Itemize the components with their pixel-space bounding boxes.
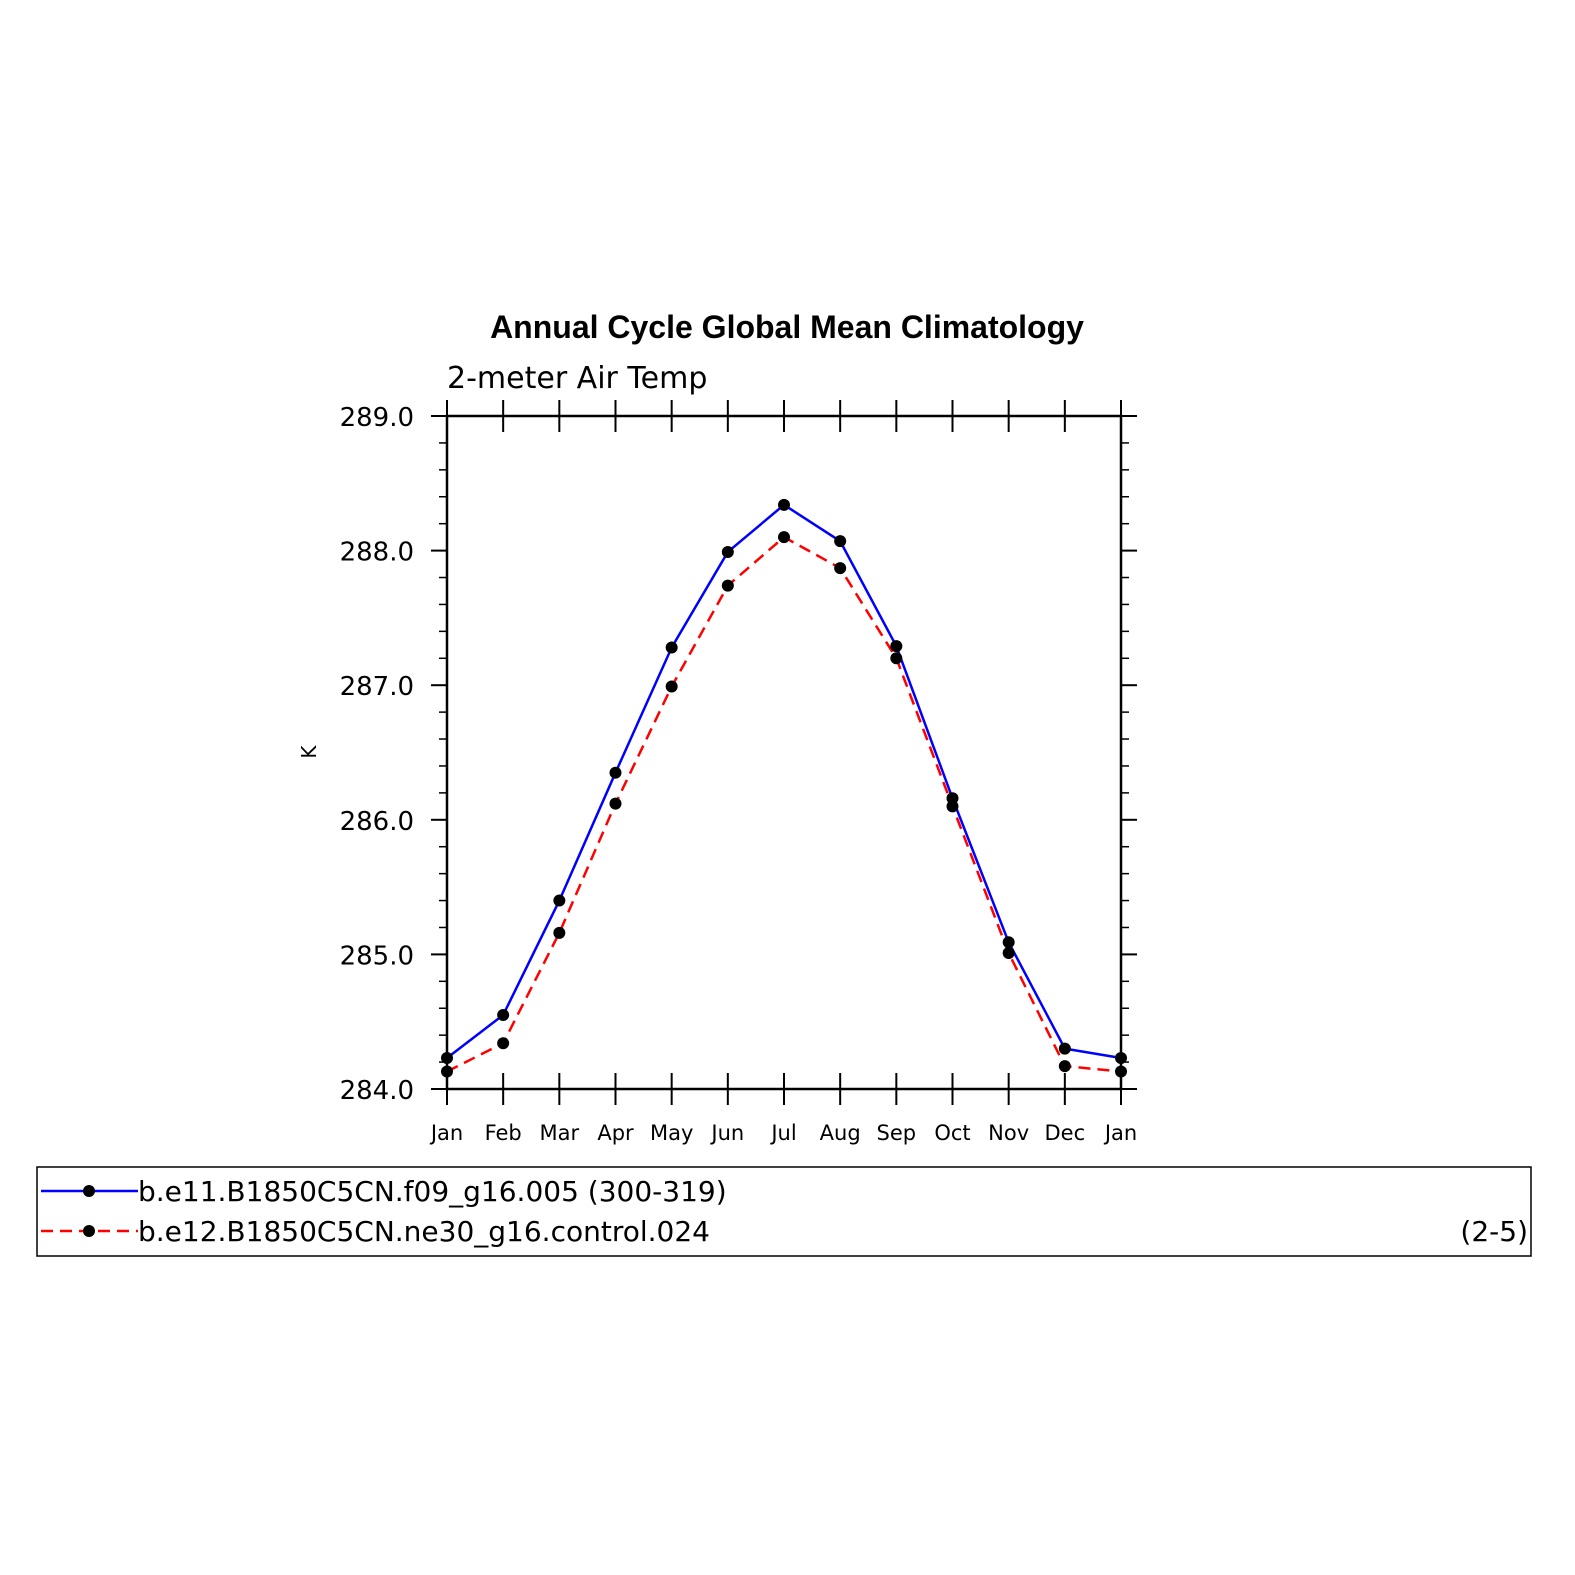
legend: b.e11.B1850C5CN.f09_g16.005 (300-319) b.… [36, 1166, 1532, 1257]
data-point-series-2 [609, 797, 622, 810]
x-tick-label: Aug [820, 1121, 861, 1145]
x-tick-label: Jan [429, 1121, 463, 1145]
data-point-series-2 [834, 562, 847, 575]
series-layer [441, 498, 1127, 1078]
y-axis-label: K [297, 745, 321, 759]
data-point-series-1 [497, 1008, 510, 1021]
y-tick-label: 284.0 [340, 1076, 414, 1106]
data-point-series-2 [1002, 947, 1015, 960]
y-tick-label: 288.0 [340, 538, 414, 568]
y-tick-label: 286.0 [340, 807, 414, 837]
chart-title: Annual Cycle Global Mean Climatology [490, 309, 1084, 345]
y-tick-label: 287.0 [340, 672, 414, 702]
x-tick-label: Jul [769, 1121, 796, 1145]
x-tick-label: Feb [485, 1121, 522, 1145]
legend-marker-series-1 [83, 1185, 95, 1197]
axes: Jan Feb Mar Apr May Jun Jul Aug Sep Oct Nov Dec Jan 2… [340, 400, 1137, 1145]
data-point-series-2 [553, 926, 566, 939]
data-point-series-1 [1115, 1052, 1127, 1065]
series-line-2 [446, 535, 1122, 1073]
x-tick-label: Sep [877, 1121, 917, 1145]
data-point-series-2 [778, 531, 790, 544]
chart-subtitle: 2-meter Air Temp [447, 361, 707, 396]
annotation-label: (2-5) [1460, 1215, 1528, 1248]
y-tick-label: 285.0 [340, 941, 414, 971]
x-tick-label: May [650, 1121, 693, 1145]
data-point-series-2 [1058, 1060, 1071, 1073]
data-point-series-1 [778, 498, 790, 511]
data-point-series-1 [946, 792, 959, 805]
data-point-series-1 [553, 894, 566, 907]
x-tick-label: Dec [1045, 1121, 1086, 1145]
legend-label-series-1: b.e11.B1850C5CN.f09_g16.005 (300-319) [138, 1175, 727, 1208]
data-point-series-2 [665, 680, 678, 693]
series-line-1 [446, 503, 1122, 1060]
y-tick-label: 289.0 [340, 403, 414, 433]
data-point-series-1 [1058, 1042, 1071, 1055]
data-point-series-2 [721, 579, 734, 592]
x-tick-label: Oct [934, 1121, 970, 1145]
data-point-series-1 [890, 640, 903, 653]
x-tick-label: Jan [1103, 1121, 1137, 1145]
data-point-series-2 [497, 1037, 510, 1050]
x-tick-label: Jun [709, 1121, 744, 1145]
data-point-series-1 [834, 535, 847, 548]
data-point-series-2 [890, 652, 903, 665]
data-point-series-1 [665, 641, 678, 654]
data-point-series-2 [1115, 1065, 1127, 1078]
legend-marker-series-2 [83, 1225, 95, 1237]
legend-label-series-2: b.e12.B1850C5CN.ne30_g16.control.024 [138, 1215, 710, 1248]
data-point-series-1 [609, 766, 622, 779]
data-point-series-1 [721, 545, 734, 558]
data-point-series-2 [441, 1065, 453, 1078]
plot-frame [445, 414, 1123, 1091]
legend-box [36, 1166, 1532, 1257]
x-tick-label: Mar [540, 1121, 580, 1145]
data-point-series-1 [1002, 936, 1015, 949]
x-tick-label: Nov [988, 1121, 1029, 1145]
data-point-series-1 [441, 1052, 453, 1065]
x-tick-label: Apr [597, 1121, 634, 1145]
